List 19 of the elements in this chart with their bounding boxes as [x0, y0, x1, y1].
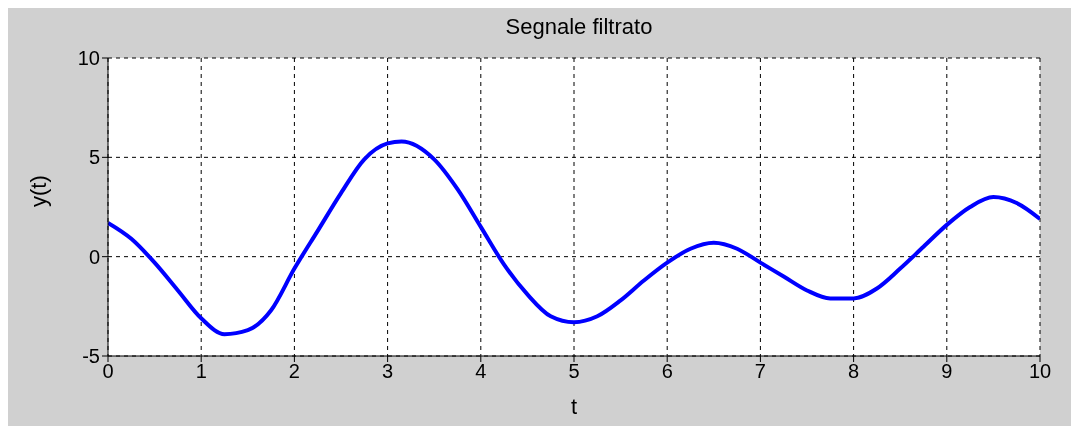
line-series: [108, 139, 1040, 337]
y-axis-title: y(t): [25, 175, 51, 207]
x-tick-label: 10: [1028, 360, 1052, 383]
x-tick-label: 8: [848, 360, 860, 383]
y-tick-label: 10: [77, 47, 100, 70]
y-tick-label: 0: [88, 245, 100, 268]
chart-title: Segnale filtrato: [504, 14, 654, 40]
x-tick-label: 5: [568, 360, 580, 383]
x-axis-title: t: [570, 394, 578, 419]
x-tick-label: 9: [941, 360, 953, 383]
x-tick-label: 3: [382, 360, 394, 383]
x-tick-label: 7: [754, 360, 766, 383]
x-tick-label: 2: [288, 360, 300, 383]
y-tick-label: 5: [88, 146, 100, 169]
x-tick-label: 6: [661, 360, 673, 383]
x-tick-label: 4: [475, 360, 487, 383]
x-tick-label: 0: [102, 360, 114, 383]
y-tick-label: -5: [82, 345, 100, 368]
x-tick-label: 1: [195, 360, 207, 383]
